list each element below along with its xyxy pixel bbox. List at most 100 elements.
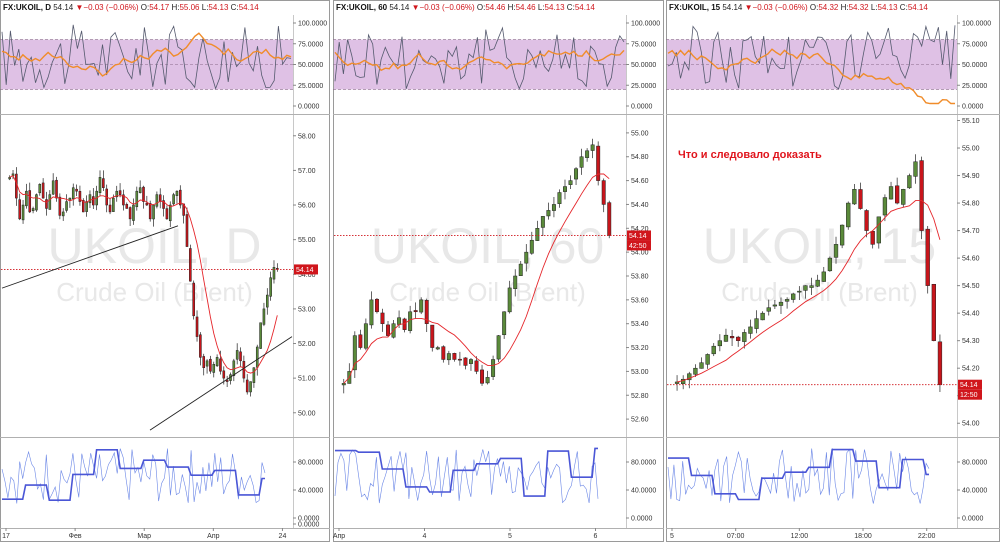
time-tick-label: 17 <box>2 533 10 540</box>
change-value: −0.03 (−0.06%) <box>83 3 138 12</box>
price-tick-label: 53.80 <box>631 274 649 281</box>
price-tick-label: 54.00 <box>298 272 316 279</box>
ohlc-close-label: C: <box>898 3 908 12</box>
candle <box>797 286 802 300</box>
candle <box>105 184 108 213</box>
candle <box>540 215 545 236</box>
bottom-tick-label: 0.0000 <box>631 516 653 523</box>
osc-tick-label: 50.0000 <box>298 62 323 69</box>
candle <box>754 310 759 334</box>
ohlc-high: 55.06 <box>179 3 200 12</box>
candle <box>717 334 722 352</box>
candle <box>192 280 195 320</box>
stoch-d-line <box>334 49 625 72</box>
price-tick-label: 55.00 <box>631 130 649 137</box>
price-tick-label: 54.00 <box>962 421 980 428</box>
candle <box>225 375 229 387</box>
ohlc-high-label: H: <box>169 3 179 12</box>
candle <box>424 298 429 333</box>
candle <box>386 321 390 337</box>
ohlc-low: 54.13 <box>878 3 899 12</box>
candle <box>266 288 269 315</box>
candle <box>772 300 778 310</box>
candle <box>245 374 249 395</box>
candle <box>524 244 529 272</box>
last-price: 54.14 <box>720 3 744 12</box>
candle <box>18 193 21 221</box>
candle <box>919 156 924 240</box>
candle <box>784 297 790 309</box>
candle <box>803 285 808 299</box>
candle <box>729 329 735 346</box>
candle <box>118 183 122 198</box>
bottom-tick-label: 40.0000 <box>298 488 323 495</box>
time-tick-label: 4 <box>423 533 427 540</box>
price-tick-label: 54.60 <box>631 178 649 185</box>
candle <box>132 198 135 225</box>
countdown-tag <box>958 389 982 400</box>
symbol-label: FX:UKOIL, D <box>3 3 51 12</box>
candle <box>363 318 368 351</box>
price-tick-label: 51.00 <box>298 376 316 383</box>
candle <box>502 311 507 339</box>
candle <box>232 358 236 382</box>
countdown-tag-label: 42:50 <box>629 243 647 250</box>
candle <box>8 175 11 181</box>
candle <box>579 148 584 175</box>
candle <box>28 182 32 214</box>
ohlc-close-label: C: <box>228 3 238 12</box>
osc-tick-label: 0.0000 <box>298 104 320 111</box>
candle <box>674 375 680 391</box>
price-tick-label: 53.40 <box>631 321 649 328</box>
candle <box>202 353 206 376</box>
candle <box>766 299 771 316</box>
last-price: 54.14 <box>51 3 75 12</box>
candle <box>51 173 55 195</box>
price-tick-label: 54.00 <box>631 250 649 257</box>
watermark-subtitle: Crude Oil (Brent) <box>56 277 253 307</box>
candle <box>574 167 579 186</box>
osc-tick-label: 50.0000 <box>962 62 987 69</box>
candle <box>474 356 479 375</box>
candle <box>809 277 814 296</box>
candle <box>711 343 716 357</box>
bottom-tick-label: 0.0000 <box>298 516 320 523</box>
candle <box>115 185 119 202</box>
candle <box>172 192 175 206</box>
candle <box>687 371 692 389</box>
price-tick-label: 54.80 <box>631 154 649 161</box>
time-tick-label: Мар <box>137 533 151 540</box>
candle <box>551 196 556 218</box>
candle <box>61 208 65 221</box>
candle <box>864 209 869 238</box>
candle <box>31 206 35 214</box>
time-tick-label: 6 <box>594 533 598 540</box>
candle <box>98 170 102 197</box>
candle <box>229 372 232 385</box>
candle <box>513 269 518 297</box>
change-arrow: ▼ <box>75 3 83 12</box>
change-value: −0.03 (−0.06%) <box>420 3 475 12</box>
price-tick-label: 50.00 <box>298 410 316 417</box>
candle <box>518 261 523 276</box>
candle <box>607 200 612 239</box>
price-tick-label: 54.60 <box>962 256 980 263</box>
bottom-slow-line <box>2 449 265 501</box>
osc-tick-label: 0.0000 <box>631 104 653 111</box>
bottom-fast-line <box>1 448 266 504</box>
candle <box>35 193 38 212</box>
price-tick-label: 52.80 <box>631 393 649 400</box>
candle <box>446 350 451 365</box>
moving-average-line <box>676 200 941 383</box>
osc-tick-label: 25.0000 <box>962 83 987 90</box>
candle <box>833 236 839 264</box>
ohlc-open-label: O: <box>475 3 486 12</box>
ohlc-open: 54.17 <box>149 3 170 12</box>
candle <box>931 283 936 342</box>
candle <box>88 190 92 208</box>
osc-tick-label: 25.0000 <box>631 83 656 90</box>
chart-pane-3: FX:UKOIL, 15 54.14 ▼−0.03 (−0.06%) O:54.… <box>666 0 1000 542</box>
candle <box>276 263 279 272</box>
bottom-tick-label: 40.0000 <box>631 488 656 495</box>
